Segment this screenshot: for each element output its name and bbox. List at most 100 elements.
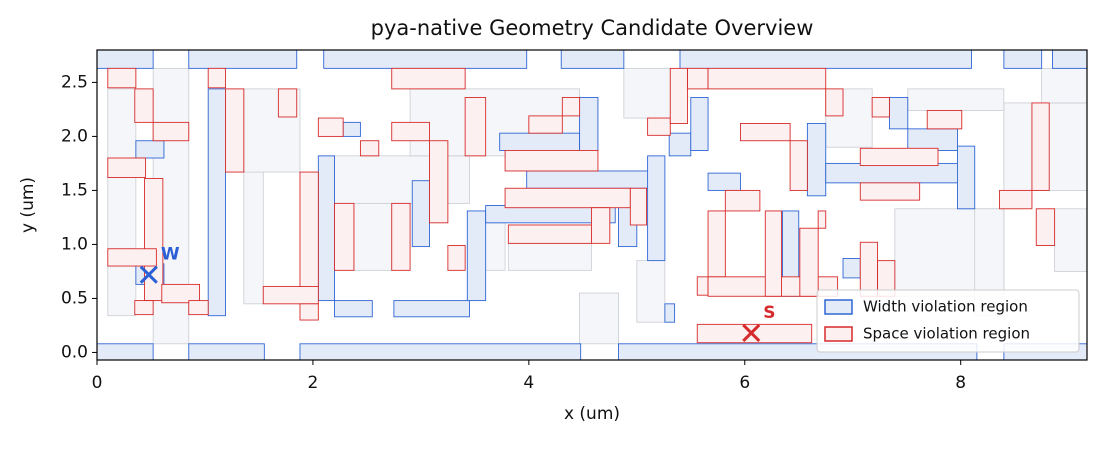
region: [707, 210, 726, 278]
region: [647, 155, 666, 262]
region: [789, 140, 808, 191]
region: [817, 210, 827, 229]
region: [724, 189, 761, 212]
region: [739, 122, 791, 142]
region: [107, 67, 137, 89]
region: [926, 110, 963, 130]
region: [135, 140, 165, 159]
region: [188, 300, 209, 316]
chart-title: pya-native Geometry Candidate Overview: [371, 16, 814, 40]
region: [629, 187, 647, 226]
region: [1054, 208, 1087, 272]
marker: [742, 323, 761, 343]
region: [579, 97, 599, 151]
region: [411, 180, 430, 248]
region: [696, 276, 709, 296]
region: [152, 121, 190, 142]
region: [859, 241, 879, 297]
region: [647, 117, 671, 136]
region: [1003, 50, 1043, 69]
region: [799, 227, 819, 297]
region: [359, 140, 380, 157]
x-tick-label: 8: [955, 373, 966, 393]
region: [464, 97, 487, 157]
region: [334, 202, 355, 271]
x-tick-label: 2: [308, 373, 319, 393]
marker-stroke: [742, 323, 761, 343]
y-tick-label: 1.0: [61, 234, 88, 254]
region: [579, 292, 619, 345]
region: [207, 67, 226, 89]
legend-label: Space violation region: [863, 325, 1030, 343]
legend-swatch: [824, 326, 853, 342]
x-axis-label: x (um): [564, 404, 620, 424]
region: [485, 222, 506, 271]
y-tick-label: 2.5: [61, 72, 88, 92]
region: [447, 245, 466, 271]
region: [188, 50, 298, 69]
y-tick-label: 0.5: [61, 288, 88, 308]
region: [225, 88, 245, 173]
region: [97, 343, 154, 360]
region: [561, 97, 581, 117]
legend-label: Width violation region: [863, 298, 1028, 316]
region: [1031, 102, 1050, 191]
region: [1035, 208, 1056, 246]
region: [825, 88, 844, 117]
region: [262, 286, 319, 305]
y-tick-label: 0.0: [61, 342, 88, 362]
region: [393, 300, 470, 318]
region: [299, 343, 582, 360]
region: [334, 300, 373, 318]
axes-frame: [96, 49, 1088, 361]
region: [623, 67, 671, 119]
region: [342, 121, 361, 137]
x-tick-label: 0: [92, 373, 103, 393]
region: [668, 132, 692, 157]
legend-swatch: [824, 299, 853, 315]
region: [679, 50, 972, 69]
region: [107, 248, 157, 267]
region: [591, 207, 611, 244]
region: [144, 178, 164, 302]
region: [764, 210, 782, 297]
region: [299, 303, 319, 321]
marker: [139, 265, 158, 284]
region: [299, 171, 319, 288]
region: [134, 88, 154, 123]
region: [690, 97, 709, 151]
region: [507, 224, 592, 244]
region: [1052, 50, 1087, 69]
region: [687, 67, 709, 90]
region: [888, 97, 909, 130]
y-axis-label: y (um): [18, 177, 38, 233]
region: [188, 343, 265, 360]
region: [429, 140, 449, 224]
region: [707, 67, 827, 90]
region: [207, 88, 226, 317]
region: [907, 128, 958, 151]
region: [526, 170, 659, 189]
region: [504, 187, 631, 209]
region: [353, 202, 393, 271]
legend-box: [816, 289, 1080, 353]
region: [842, 258, 861, 279]
y-tick-label: 1.5: [61, 180, 88, 200]
region: [334, 155, 470, 204]
region: [507, 242, 592, 271]
region: [859, 182, 921, 201]
region: [528, 115, 563, 134]
region: [317, 117, 344, 137]
region: [323, 50, 528, 69]
region: [1041, 67, 1087, 104]
region: [560, 50, 625, 69]
marker-stroke: [139, 265, 158, 284]
region: [859, 147, 939, 167]
x-tick-label: 6: [739, 373, 750, 393]
region: [664, 303, 676, 323]
region: [161, 283, 201, 304]
region: [391, 202, 411, 271]
marker-label: S: [763, 303, 775, 323]
region: [107, 88, 137, 317]
